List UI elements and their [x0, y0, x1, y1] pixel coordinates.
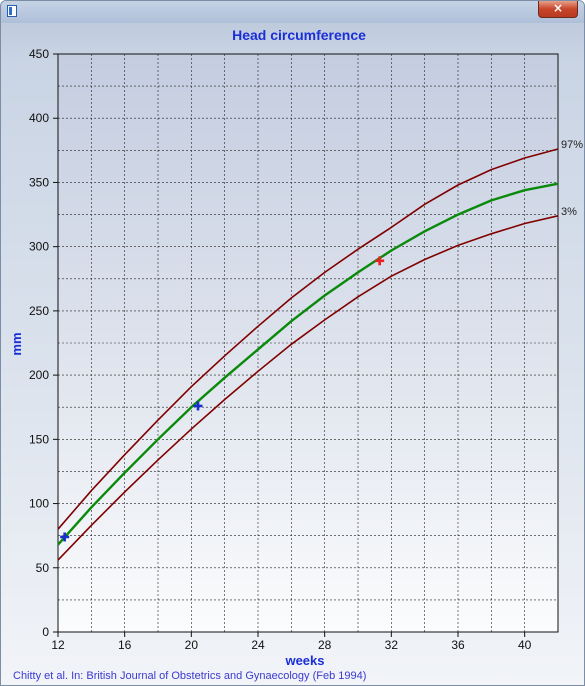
y-tick-label: 200: [29, 368, 49, 382]
plot-frame: [57, 53, 559, 633]
y-tick-label: 250: [29, 304, 49, 318]
x-tick-label: 24: [251, 638, 265, 652]
y-tick-label: 350: [29, 175, 49, 189]
y-tick-label: 400: [29, 111, 49, 125]
x-tick-label: 20: [185, 638, 199, 652]
x-tick-label: 32: [385, 638, 399, 652]
y-tick-label: 150: [29, 432, 49, 446]
curve-label: 97%: [561, 139, 583, 151]
markers: [60, 256, 385, 542]
y-tick-label: 0: [42, 625, 49, 639]
x-tick-label: 16: [118, 638, 132, 652]
x-tick-label: 12: [51, 638, 65, 652]
axes: [57, 53, 559, 633]
x-tick-label: 40: [518, 638, 532, 652]
y-tick-label: 450: [29, 47, 49, 61]
x-axis-label: weeks: [284, 653, 324, 668]
y-axis-label: mm: [9, 332, 24, 355]
measurement-marker: [193, 401, 203, 411]
x-tick-label: 28: [318, 638, 332, 652]
app-icon[interactable]: [7, 5, 17, 17]
y-tick-label: 100: [29, 497, 49, 511]
grid: [58, 54, 558, 632]
title-bar[interactable]: ×: [1, 1, 584, 23]
curves: 97% 3%: [57, 139, 583, 561]
chart-title: Head circumference: [232, 27, 366, 43]
close-button[interactable]: ×: [538, 1, 578, 18]
measurement-marker: [375, 256, 385, 266]
x-tick-label: 36: [451, 638, 465, 652]
x-ticks: 12 16 20 24 28 32 36 40: [51, 632, 532, 652]
percentile-curve-97: [57, 148, 559, 530]
y-tick-label: 50: [36, 561, 50, 575]
percentile-curve-3: [57, 215, 559, 561]
y-tick-label: 300: [29, 240, 49, 254]
curve-label: 3%: [561, 206, 577, 218]
source-citation: Chitty et al. In: British Journal of Obs…: [13, 670, 366, 682]
y-ticks: 0 50 100 150 200 250 300 350 400 450: [29, 47, 58, 639]
measurement-marker: [60, 532, 70, 542]
median-curve: [57, 182, 559, 546]
